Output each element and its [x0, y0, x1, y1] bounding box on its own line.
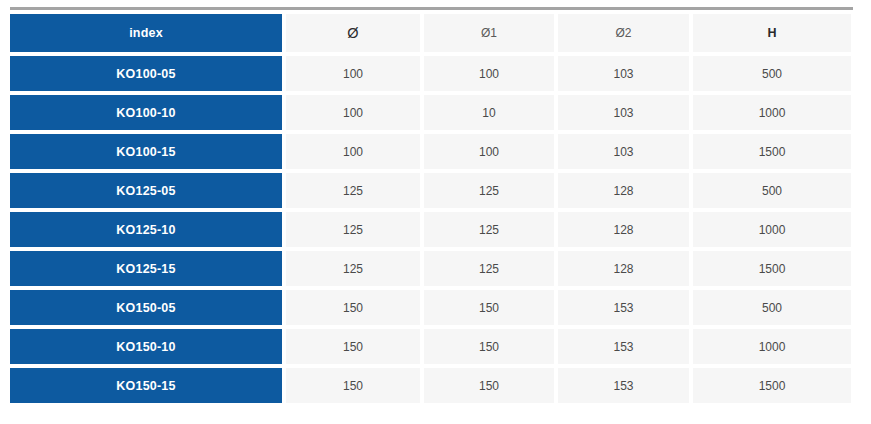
- value-cell-h: 1000: [693, 329, 851, 364]
- value-cell-d1: 125: [424, 251, 554, 286]
- spec-table-container: index Ø Ø1 Ø2 H KO100-05 100 100 103 500…: [10, 7, 853, 403]
- value-cell-d2: 103: [558, 56, 689, 91]
- index-cell: KO125-05: [10, 173, 282, 208]
- value-cell-d1: 125: [424, 173, 554, 208]
- index-cell: KO100-05: [10, 56, 282, 91]
- table-row: KO125-05 125 125 128 500: [10, 173, 851, 208]
- value-cell-d2: 128: [558, 173, 689, 208]
- value-cell-d1: 10: [424, 95, 554, 130]
- table-row: KO125-15 125 125 128 1500: [10, 251, 851, 286]
- value-cell-d: 125: [286, 251, 420, 286]
- value-cell-h: 500: [693, 173, 851, 208]
- table-row: KO100-10 100 10 103 1000: [10, 95, 851, 130]
- value-cell-d1: 150: [424, 368, 554, 403]
- value-cell-h: 1000: [693, 212, 851, 247]
- index-cell: KO100-10: [10, 95, 282, 130]
- value-cell-d: 125: [286, 212, 420, 247]
- value-cell-h: 500: [693, 290, 851, 325]
- value-cell-d: 150: [286, 329, 420, 364]
- table-row: KO125-10 125 125 128 1000: [10, 212, 851, 247]
- value-cell-d2: 153: [558, 329, 689, 364]
- value-cell-d: 100: [286, 134, 420, 169]
- column-header-height: H: [693, 14, 851, 52]
- value-cell-d1: 100: [424, 56, 554, 91]
- column-header-diameter2: Ø2: [558, 14, 689, 52]
- value-cell-d: 150: [286, 368, 420, 403]
- table-row: KO150-15 150 150 153 1500: [10, 368, 851, 403]
- value-cell-h: 500: [693, 56, 851, 91]
- index-cell: KO125-15: [10, 251, 282, 286]
- value-cell-d2: 103: [558, 134, 689, 169]
- value-cell-d1: 150: [424, 329, 554, 364]
- product-spec-table: index Ø Ø1 Ø2 H KO100-05 100 100 103 500…: [6, 10, 855, 407]
- table-row: KO150-10 150 150 153 1000: [10, 329, 851, 364]
- value-cell-d2: 103: [558, 95, 689, 130]
- value-cell-d2: 128: [558, 251, 689, 286]
- value-cell-d2: 153: [558, 290, 689, 325]
- column-header-diameter: Ø: [286, 14, 420, 52]
- table-header-row: index Ø Ø1 Ø2 H: [10, 14, 851, 52]
- value-cell-h: 1500: [693, 251, 851, 286]
- value-cell-h: 1500: [693, 134, 851, 169]
- column-header-diameter1: Ø1: [424, 14, 554, 52]
- index-cell: KO150-05: [10, 290, 282, 325]
- table-row: KO100-05 100 100 103 500: [10, 56, 851, 91]
- value-cell-d2: 128: [558, 212, 689, 247]
- index-cell: KO150-10: [10, 329, 282, 364]
- index-cell: KO125-10: [10, 212, 282, 247]
- value-cell-d1: 125: [424, 212, 554, 247]
- value-cell-d2: 153: [558, 368, 689, 403]
- table-row: KO100-15 100 100 103 1500: [10, 134, 851, 169]
- index-cell: KO150-15: [10, 368, 282, 403]
- value-cell-d: 125: [286, 173, 420, 208]
- value-cell-d: 150: [286, 290, 420, 325]
- value-cell-d: 100: [286, 95, 420, 130]
- index-cell: KO100-15: [10, 134, 282, 169]
- column-header-index: index: [10, 14, 282, 52]
- value-cell-d1: 150: [424, 290, 554, 325]
- value-cell-h: 1000: [693, 95, 851, 130]
- value-cell-d1: 100: [424, 134, 554, 169]
- value-cell-h: 1500: [693, 368, 851, 403]
- table-row: KO150-05 150 150 153 500: [10, 290, 851, 325]
- value-cell-d: 100: [286, 56, 420, 91]
